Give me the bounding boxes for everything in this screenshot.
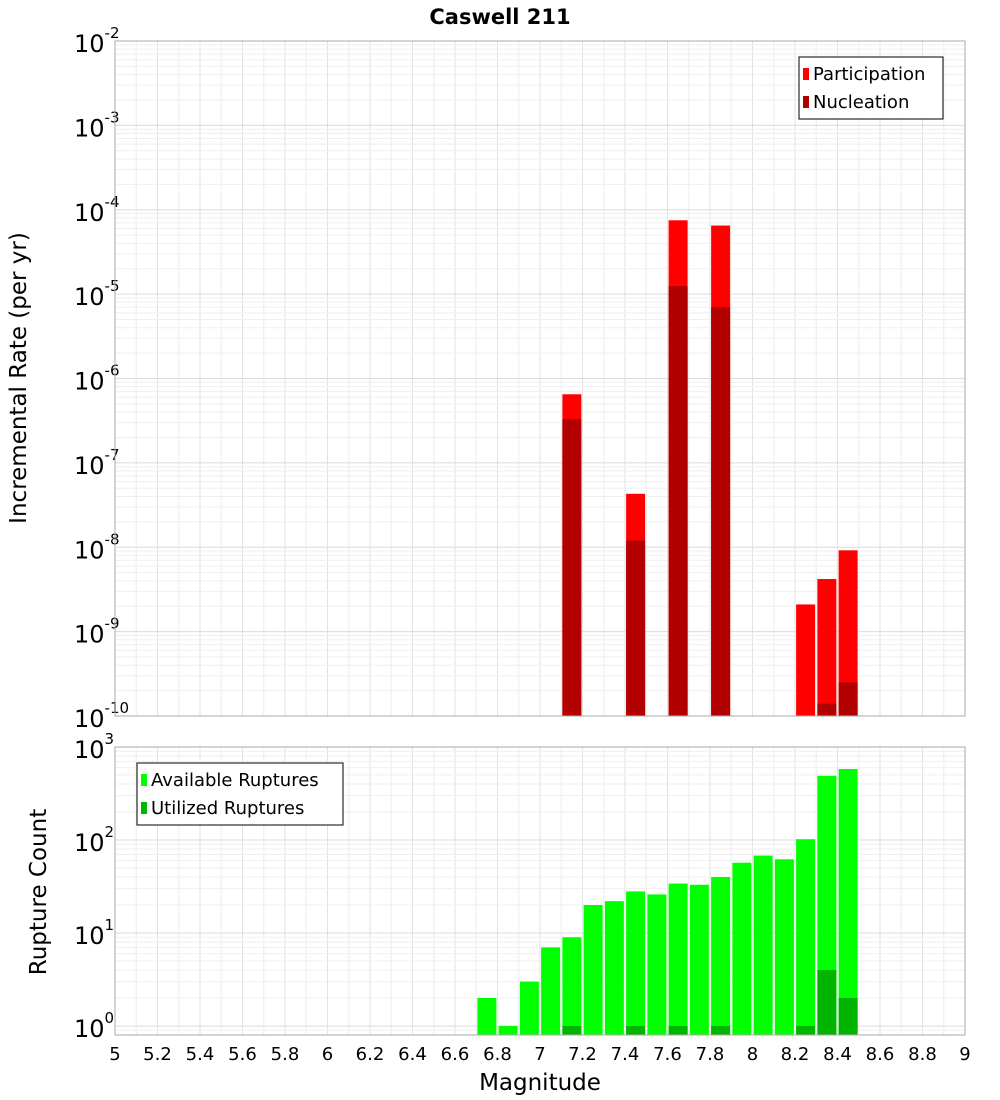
bar (711, 307, 731, 716)
bar (498, 1025, 518, 1035)
count-axis-label: Rupture Count (26, 809, 52, 975)
plot-border (114, 40, 966, 717)
y-tick-label: 10-7 (74, 446, 120, 480)
legend: Available Ruptures Utilized Ruptures (136, 762, 344, 826)
legend-entry: Nucleation (813, 92, 909, 113)
y-tick-label: 10-10 (74, 699, 129, 733)
bar (711, 877, 731, 1035)
legend-swatch (803, 96, 809, 108)
x-tick-labels: 5 5.2 5.4 5.6 5.8 6 6.2 6.4 6.6 6.8 7 7.2 7.4 7.6 7.8 8… (109, 1044, 970, 1065)
x-tick-label: 8 (747, 1044, 758, 1065)
legend-swatch (141, 774, 147, 786)
bar (626, 891, 646, 1035)
bar (838, 997, 858, 1035)
x-tick-label: 7.2 (568, 1044, 597, 1065)
bar (838, 682, 858, 716)
x-tick-label: 7 (534, 1044, 545, 1065)
chart-title: Caswell 211 (429, 5, 570, 29)
y-tick-labels: 10-10 10-9 10-8 10-7 10-6 10-5 10-4 10-3 10-2 (74, 24, 129, 733)
x-tick-label: 8.4 (823, 1044, 852, 1065)
x-tick-label: 5 (109, 1044, 120, 1065)
legend-box (798, 56, 944, 120)
x-tick-label: 6.6 (441, 1044, 470, 1065)
bar (519, 981, 539, 1035)
y-tick-label: 103 (74, 730, 114, 764)
y-tick-label: 10-8 (74, 530, 120, 564)
bar (562, 937, 582, 1035)
x-tick-label: 6.4 (398, 1044, 427, 1065)
legend-entry: Utilized Ruptures (151, 798, 304, 819)
bar (753, 855, 773, 1035)
bar (477, 997, 497, 1035)
y-tick-label: 10-3 (74, 108, 120, 142)
y-tick-label: 102 (74, 823, 114, 857)
bar (796, 604, 816, 716)
bar (562, 1025, 582, 1035)
y-tick-label: 10-4 (74, 193, 120, 227)
count-panel: 100 101 102 103 Available Ruptures Utilized R… (74, 730, 971, 1065)
y-tick-labels: 100 101 102 103 (74, 730, 114, 1043)
bar (583, 904, 603, 1035)
series-1-bars (477, 769, 858, 1035)
y-tick-label: 100 (74, 1009, 114, 1043)
bar (647, 894, 667, 1035)
x-tick-label: 6 (322, 1044, 333, 1065)
legend-swatch (803, 68, 809, 80)
legend-swatch (141, 802, 147, 814)
bar (668, 285, 688, 716)
x-tick-label: 8.2 (781, 1044, 810, 1065)
legend-box (136, 762, 344, 826)
x-tick-label: 6.8 (483, 1044, 512, 1065)
x-tick-label: 7.8 (696, 1044, 725, 1065)
legend-entry: Available Ruptures (151, 770, 319, 791)
bar (604, 901, 624, 1035)
magnitude-axis-label: Magnitude (479, 1070, 601, 1096)
x-tick-label: 5.2 (143, 1044, 172, 1065)
legend: Participation Nucleation (798, 56, 944, 120)
y-tick-label: 10-5 (74, 277, 120, 311)
bar (626, 540, 646, 716)
bar (711, 1025, 731, 1035)
x-tick-label: 5.8 (271, 1044, 300, 1065)
bar (838, 550, 858, 716)
legend-entry: Participation (813, 64, 925, 85)
y-tick-label: 10-2 (74, 24, 120, 58)
x-tick-label: 8.8 (908, 1044, 937, 1065)
bar (668, 1025, 688, 1035)
bar (689, 884, 709, 1035)
series-2-bars (562, 969, 858, 1035)
bar (817, 969, 837, 1035)
bar (562, 419, 582, 716)
y-tick-label: 10-6 (74, 362, 120, 396)
bar (541, 947, 561, 1035)
bar (774, 859, 794, 1035)
rate-panel: 10-10 10-9 10-8 10-7 10-6 10-5 10-4 10-3 10-2 Par… (74, 24, 966, 733)
series-2-bars (562, 285, 858, 716)
x-tick-label: 8.6 (866, 1044, 895, 1065)
x-tick-label: 6.2 (356, 1044, 385, 1065)
x-tick-label: 9 (959, 1044, 970, 1065)
x-tick-label: 7.4 (611, 1044, 640, 1065)
bar (626, 1025, 646, 1035)
bar (838, 769, 858, 1035)
y-tick-label: 101 (74, 916, 114, 950)
bar (732, 862, 752, 1035)
bar (796, 839, 816, 1035)
y-tick-label: 10-9 (74, 615, 120, 649)
bar (668, 883, 688, 1035)
bar (817, 579, 837, 716)
bar (796, 1025, 816, 1035)
bar (817, 703, 837, 716)
x-tick-label: 7.6 (653, 1044, 682, 1065)
x-tick-label: 5.4 (186, 1044, 215, 1065)
plot-border (114, 746, 966, 1036)
rate-axis-label: Incremental Rate (per yr) (6, 232, 32, 524)
x-tick-label: 5.6 (228, 1044, 257, 1065)
